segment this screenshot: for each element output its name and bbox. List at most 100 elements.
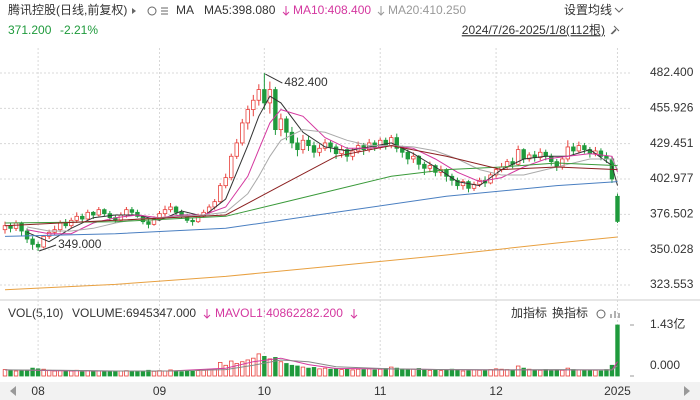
candle-body [24,230,30,240]
candle-body [383,139,388,147]
pin-icon[interactable] [610,25,620,35]
settings-icon[interactable] [596,309,606,319]
volume-bar [499,368,504,377]
volume-bar [615,324,620,377]
volume-bar [267,358,273,377]
volume-bar [477,369,482,377]
volume-legend: VOLUME:6945347.000 [72,306,196,320]
candle-body [300,139,306,151]
volume-bar [306,367,311,377]
volume-bar [289,364,295,377]
volume-bar [565,367,571,377]
volume-bar [85,370,90,377]
volume-bar [41,368,46,377]
volume-bar [240,361,245,377]
candle-body [526,154,532,160]
candle-body [278,118,284,130]
volume-bar [582,369,587,377]
volume-bar [245,359,250,377]
volume-bar [278,361,284,377]
candle-body [306,139,311,147]
candle-body [311,145,317,153]
expand-icon[interactable] [132,8,136,14]
volume-bar [598,370,604,377]
volume-bar [46,369,52,377]
stats-icon[interactable] [610,311,620,318]
volume-bar [311,367,317,377]
candle-body [173,206,179,213]
volume-bar [322,367,328,377]
ma-line [4,162,618,224]
y-tick-label: 350.028 [650,242,694,256]
volume-bar [339,369,344,377]
x-tick-label: 08 [31,384,45,398]
dropdown-icon[interactable] [614,7,624,13]
ma20-legend: MA20:410.250 [388,3,466,17]
stock-title[interactable]: 腾讯控股(日线,前复权) [8,2,127,17]
candle-body [129,209,135,213]
volume-tick-label: 1.43亿 [650,316,685,331]
volume-bar [317,368,322,377]
candle-body [96,209,102,216]
candle-body [598,150,604,157]
ma-line [27,109,618,235]
volume-bar [433,369,438,377]
volume-bar [129,370,135,377]
candle-body [146,221,151,225]
candle-body [102,209,107,215]
scroll-track[interactable] [0,382,700,400]
candle-body [57,222,63,231]
volume-bar [521,367,526,377]
volume-bar [2,369,8,377]
volume-bar [389,366,394,377]
ma-line [4,181,618,237]
candle-body [35,243,41,248]
volume-bar [146,369,151,377]
volume-bar [482,370,488,377]
settings-button[interactable]: 设置均线 [564,3,612,17]
candle-body [19,222,24,232]
candle-body [41,235,46,248]
candle-body [477,179,482,185]
volume-bar [107,370,113,377]
volume-bar [24,369,30,377]
date-range[interactable]: 2024/7/26-2025/1/8(112根) [462,23,605,37]
x-tick-label: 09 [153,384,167,398]
candle-body [344,149,350,157]
scroll-left[interactable] [10,386,16,396]
down-arrow [282,6,290,16]
candle-body [74,215,79,221]
volume-bar [383,368,388,377]
add-indicator-button[interactable]: 加指标 [511,305,547,320]
settings-icon[interactable] [147,6,157,16]
volume-bar [366,368,372,377]
candle-body [190,219,195,223]
volume-bar [262,355,267,377]
volume-bar [118,370,124,377]
volume-bar [593,369,598,377]
volume-bar [449,368,455,377]
volume-bar [57,370,63,377]
volume-bar [587,370,593,377]
volume-bar [251,357,256,377]
volume-bar [8,370,13,377]
volume-bar [571,369,576,377]
volume-bar [405,369,411,377]
list-icon[interactable] [161,7,168,15]
x-tick-label: 10 [258,384,272,398]
candle-body [538,151,543,159]
volume-bar [438,370,444,377]
switch-indicator-button[interactable]: 换指标 [552,305,588,320]
scroll-right[interactable] [684,386,690,396]
volume-bar [350,369,355,377]
mavol-legend: MAVOL1:40862282.200 [215,306,343,320]
candle-body [2,225,8,231]
volume-bar [80,371,85,377]
volume-bar [96,370,102,377]
candle-body [295,142,300,151]
candle-body [571,146,576,152]
volume-bar [560,369,565,377]
x-tick-label: 2025 [604,384,631,398]
volume-bar [576,369,582,377]
